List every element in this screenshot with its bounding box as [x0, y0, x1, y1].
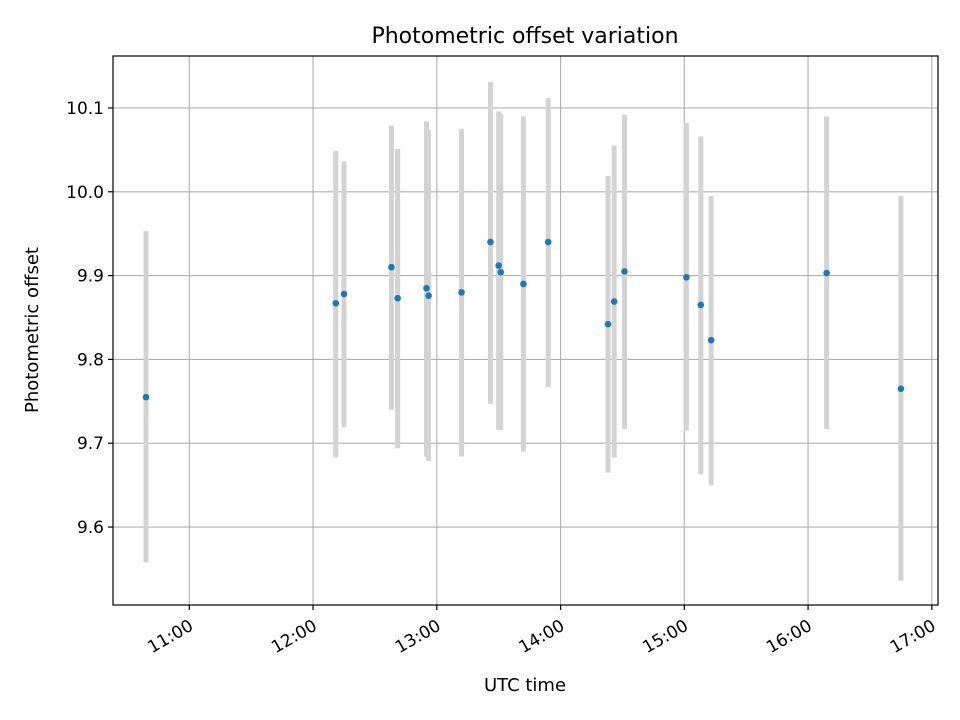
data-point	[697, 301, 705, 309]
data-point	[423, 284, 430, 292]
error-bars	[143, 81, 904, 581]
data-point	[388, 263, 395, 271]
x-tick-label: 15:00	[639, 616, 691, 658]
x-tick-label: 17:00	[887, 616, 939, 658]
x-axis-label: UTC time	[484, 675, 566, 696]
plot-frame	[112, 55, 939, 606]
data-point	[497, 268, 505, 276]
data-point	[425, 292, 432, 300]
chart-title: Photometric offset variation	[371, 24, 678, 49]
data-point	[394, 294, 401, 302]
data-point	[332, 299, 340, 307]
data-points	[142, 238, 905, 401]
y-tick-label: 10.0	[66, 183, 104, 203]
data-point	[487, 238, 494, 246]
data-point	[823, 269, 830, 277]
data-point	[604, 320, 612, 328]
x-tick-label: 16:00	[763, 616, 815, 658]
x-tick-label: 11:00	[144, 616, 196, 658]
x-tick-label: 14:00	[516, 616, 568, 658]
data-point	[897, 385, 905, 393]
data-point	[520, 280, 527, 288]
data-point	[683, 273, 690, 281]
data-point	[458, 289, 465, 296]
y-tick-label: 9.9	[77, 267, 104, 287]
y-tick-label: 9.7	[77, 434, 104, 454]
y-axis-label: Photometric offset	[22, 247, 43, 413]
y-tick-label: 10.1	[66, 99, 104, 119]
x-tick-label: 13:00	[392, 616, 444, 658]
data-point	[142, 393, 150, 401]
data-point	[707, 336, 715, 344]
data-point	[340, 290, 348, 298]
data-point	[621, 268, 628, 275]
data-point	[544, 238, 552, 246]
data-point	[610, 298, 618, 305]
data-point	[495, 262, 502, 269]
y-tick-label: 9.8	[77, 350, 104, 370]
x-tick-label: 12:00	[268, 616, 320, 658]
y-tick-label: 9.6	[77, 518, 104, 538]
